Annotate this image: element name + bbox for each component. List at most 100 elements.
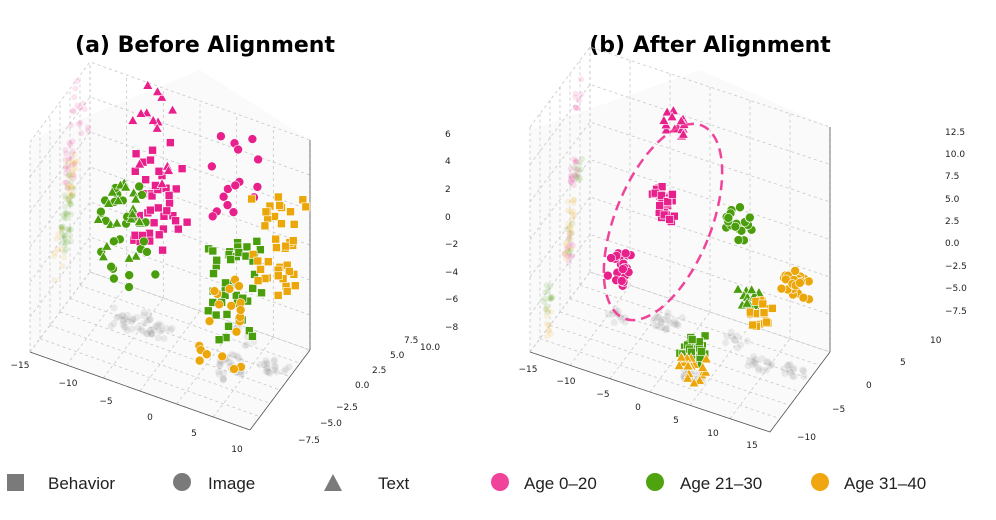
x-tick-label: 5 (191, 429, 197, 439)
wall-projection-point (80, 100, 87, 107)
wall-projection-point (70, 190, 77, 197)
floor-projection-point (751, 359, 759, 367)
data-point-behavior (275, 201, 284, 210)
z-tick-label: −7.5 (945, 307, 967, 317)
wall-projection-point (542, 289, 549, 296)
z-tick-label: 2.5 (945, 217, 959, 227)
x-tick-label: −10 (59, 379, 78, 389)
wall-projection-point (63, 209, 70, 216)
floor-projection-point (604, 310, 612, 318)
floor-projection-point (678, 314, 686, 322)
wall-projection-point (68, 178, 75, 185)
data-point-image (209, 286, 220, 296)
data-point-behavior (289, 220, 299, 229)
wall-projection-point (63, 163, 70, 170)
wall-projection-point (568, 245, 575, 252)
wall-projection-point (57, 224, 64, 231)
data-point-behavior (668, 190, 677, 199)
wall-projection-point (541, 298, 548, 305)
wall-projection-point (66, 189, 73, 196)
floor-projection-point (119, 320, 127, 328)
y-tick-label: 5 (900, 358, 906, 368)
data-point-text (147, 114, 159, 125)
wall-projection-point (69, 192, 76, 199)
floor-projection-point (227, 358, 235, 366)
data-point-text (101, 240, 113, 251)
wall-projection-point (573, 168, 580, 175)
data-point-behavior (154, 230, 164, 240)
data-point-behavior (130, 230, 140, 240)
wall-projection-point (59, 227, 66, 234)
data-point-behavior (291, 281, 300, 290)
data-point-text (120, 181, 132, 192)
wall-projection-point (64, 238, 71, 245)
wall-projection-point (61, 232, 68, 239)
floor-projection-point (722, 339, 730, 347)
floor-projection-point (664, 316, 672, 324)
wall-projection-point (65, 226, 72, 233)
floor-projection-point (153, 322, 161, 330)
floor-projection-point (800, 367, 808, 375)
wall-projection-point (565, 207, 572, 214)
wall-projection-point (568, 230, 575, 237)
data-point-image (620, 248, 631, 259)
floor-projection-point (154, 334, 162, 342)
floor-projection-point (139, 327, 147, 335)
wall-projection-point (568, 172, 575, 179)
data-point-image (231, 326, 242, 337)
floor-projection-point (228, 351, 236, 359)
floor-projection-point (674, 321, 682, 329)
floor-projection-point (262, 357, 270, 365)
floor-projection-point (654, 313, 662, 321)
floor-projection-point (140, 309, 148, 317)
floor-projection-point (237, 370, 245, 378)
floor-projection-point (657, 316, 665, 324)
floor-projection-point (671, 317, 679, 325)
legend-circle-marker (173, 473, 191, 491)
wall-projection-point (60, 238, 67, 245)
wall-projection-point (63, 150, 70, 157)
legend-age-21-30-marker (646, 473, 664, 491)
floor-projection-point (664, 309, 672, 317)
floor-projection-point (152, 322, 160, 330)
x-tick-label: −5 (596, 390, 609, 400)
wall-projection-point (574, 170, 581, 177)
wall-projection-point (64, 185, 71, 192)
floor-projection-point (110, 304, 118, 312)
data-point-behavior (154, 166, 164, 176)
floor-grid-line (579, 284, 821, 366)
data-point-behavior (177, 164, 187, 173)
data-point-image (217, 351, 228, 362)
data-point-behavior (663, 197, 673, 206)
floor-projection-point (731, 337, 739, 345)
floor-projection-point (215, 368, 223, 376)
wall-projection-point (70, 108, 77, 115)
floor-projection-point (216, 362, 224, 370)
floor-projection-point (148, 330, 156, 338)
wall-projection-point (51, 253, 58, 260)
floor-projection-point (266, 369, 274, 377)
wall-projection-point (69, 192, 76, 199)
floor-projection-point (241, 342, 249, 350)
wall-projection-point (565, 259, 572, 266)
data-point-behavior (248, 332, 257, 341)
floor-projection-point (256, 361, 264, 369)
floor-projection-point (264, 368, 272, 376)
floor-grid-line (589, 271, 831, 353)
floor-projection-point (272, 362, 280, 370)
legend-age-0-20-label: Age 0–20 (524, 474, 597, 493)
data-point-image (252, 182, 263, 192)
floor-projection-point (749, 356, 757, 364)
wall-projection-point (61, 192, 68, 199)
age-0-20-highlight-ellipse (602, 122, 724, 322)
floor-grid-line (49, 324, 271, 404)
floor-projection-point (750, 353, 758, 361)
floor-projection-point (129, 315, 137, 323)
data-point-image (226, 300, 237, 311)
data-point-text (123, 252, 135, 263)
x-tick-label: 15 (746, 441, 757, 451)
data-point-behavior (165, 198, 174, 208)
wall-projection-point (67, 226, 74, 233)
wall-projection-point (567, 165, 574, 172)
floor-projection-point (145, 316, 153, 324)
